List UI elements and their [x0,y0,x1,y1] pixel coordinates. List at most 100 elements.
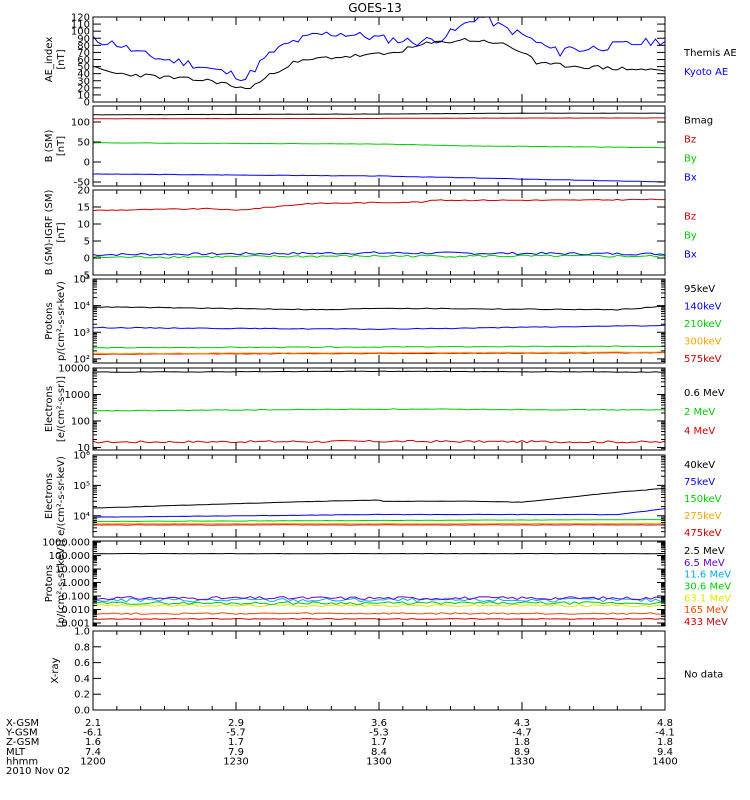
ephemeris-value: -6.1 [83,728,103,739]
y-tick-label: 1.0 [74,627,90,638]
ephemeris-value: 4.3 [514,718,530,729]
panel-frame [92,630,666,711]
ephemeris-value: 1.8 [514,737,530,748]
ephemeris-row-label: MLT [6,747,26,758]
legend-entry: 140keV [684,302,722,313]
series-line [93,601,665,605]
ephemeris-row-label: Y-GSM [5,728,38,739]
y-axis-label: Protons [44,565,55,602]
ephemeris-value: 8.4 [371,747,387,758]
series-line [93,612,665,615]
legend-entry: By [684,154,697,165]
series-line [93,345,665,349]
legend-entry: 475keV [684,528,722,539]
ephemeris-value: 2.1 [85,718,101,729]
series-line [93,198,665,212]
ephemeris-row-label: hhmm [6,756,38,767]
series-line [93,596,665,601]
series-line [93,305,665,311]
ephemeris-value: 1.7 [228,737,244,748]
y-tick-label: 1000.000 [42,538,90,549]
y-tick-label: 70 [77,48,90,59]
y-tick-label: 20 [77,186,90,197]
y-tick-label: 100.000 [49,551,90,562]
legend-entry: Bz [684,135,696,146]
y-tick-label: 10⁴ [73,511,90,522]
panel-b_igrf: -5 0 5 10 15 20 B (SM)-IGRF (SM) [nT] Bz By Bx [44,186,697,282]
legend-entry: Kyoto AE [684,67,728,78]
y-tick-label: 60 [77,55,90,66]
y-axis-label: Electrons [44,473,55,519]
ephemeris-value: 1300 [366,756,391,767]
ephemeris-value: 1400 [652,756,677,767]
ephemeris-value: -4.1 [655,728,675,739]
series-line [93,254,665,259]
series-line [93,519,665,523]
legend-entry: 63.1 MeV [684,593,731,604]
series-line [93,408,665,412]
legend-entry: 30.6 MeV [684,582,731,593]
ephemeris-value: 3.6 [371,718,387,729]
series-line [93,351,665,355]
y-tick-label: 50 [77,138,90,149]
series-line [93,117,665,120]
y-tick-label: 1.000 [61,578,90,589]
legend-entry: Bx [684,250,697,261]
y-tick-label: 1000 [65,390,90,401]
y-tick-label: 120 [71,13,90,24]
series-line [93,487,665,509]
y-tick-label: 0.001 [61,619,90,630]
y-axis-label: [p/(cm²-s-sr-keV)] [56,540,67,628]
y-tick-label: 10⁴ [73,301,90,312]
y-axis-label: X-ray [50,657,61,683]
series-line [93,142,665,149]
y-tick-label: -5 [80,271,90,282]
legend-entry: Bx [684,173,697,184]
series-line [93,37,665,89]
ephemeris-value: 1.6 [85,737,101,748]
figure-title: GOES-13 [348,1,402,15]
y-tick-label: 0 [84,254,90,265]
legend-entry: 11.6 MeV [684,570,731,581]
series-line [93,251,665,257]
ephemeris-value: 1.7 [371,737,387,748]
legend-entry: 300keV [684,337,722,348]
legend-entry: 95keV [684,284,715,295]
y-tick-label: 0.6 [74,658,90,669]
y-tick-label: 0 [84,158,90,169]
legend-entry: 40keV [684,460,715,471]
y-tick-label: 100 [71,118,90,129]
legend-entry: 150keV [684,494,722,505]
y-tick-label: 110 [71,20,90,31]
ephemeris-value: 1230 [223,756,248,767]
y-tick-label: 10² [73,354,90,365]
panel-b_sm: -50 0 50 100 B (SM) [nT] Bmag Bz By Bx [44,105,713,189]
legend-entry: 6.5 MeV [684,558,725,569]
legend-entry: Bz [684,212,696,223]
y-axis-label: Electrons [44,386,55,432]
y-tick-label: 0.4 [74,674,90,685]
y-tick-label: 0.2 [74,690,90,701]
legend-entry: Themis AE [683,48,737,59]
panel-frame [92,278,666,364]
ephemeris-value: 7.9 [228,747,244,758]
legend-entry: 0.6 MeV [684,388,725,399]
y-axis-label: e/(cm²-s-sr-keV) [56,456,67,536]
y-tick-label: 15 [77,203,90,214]
ephemeris-value: -5.3 [369,728,389,739]
ephemeris-value: 1330 [509,756,534,767]
y-tick-label: 40 [77,69,90,80]
ephemeris-value: 2.9 [228,718,244,729]
y-tick-label: 10⁵ [73,275,90,286]
legend-entry: 165 MeV [684,605,728,616]
ephemeris-value: -5.7 [226,728,246,739]
y-axis-label: Protons [44,302,55,339]
legend-entry: 2.5 MeV [684,546,725,557]
series-line [93,439,665,444]
legend-entry: 4 MeV [684,426,715,437]
legend-entry: 275keV [684,511,722,522]
y-tick-label: -50 [74,178,90,189]
